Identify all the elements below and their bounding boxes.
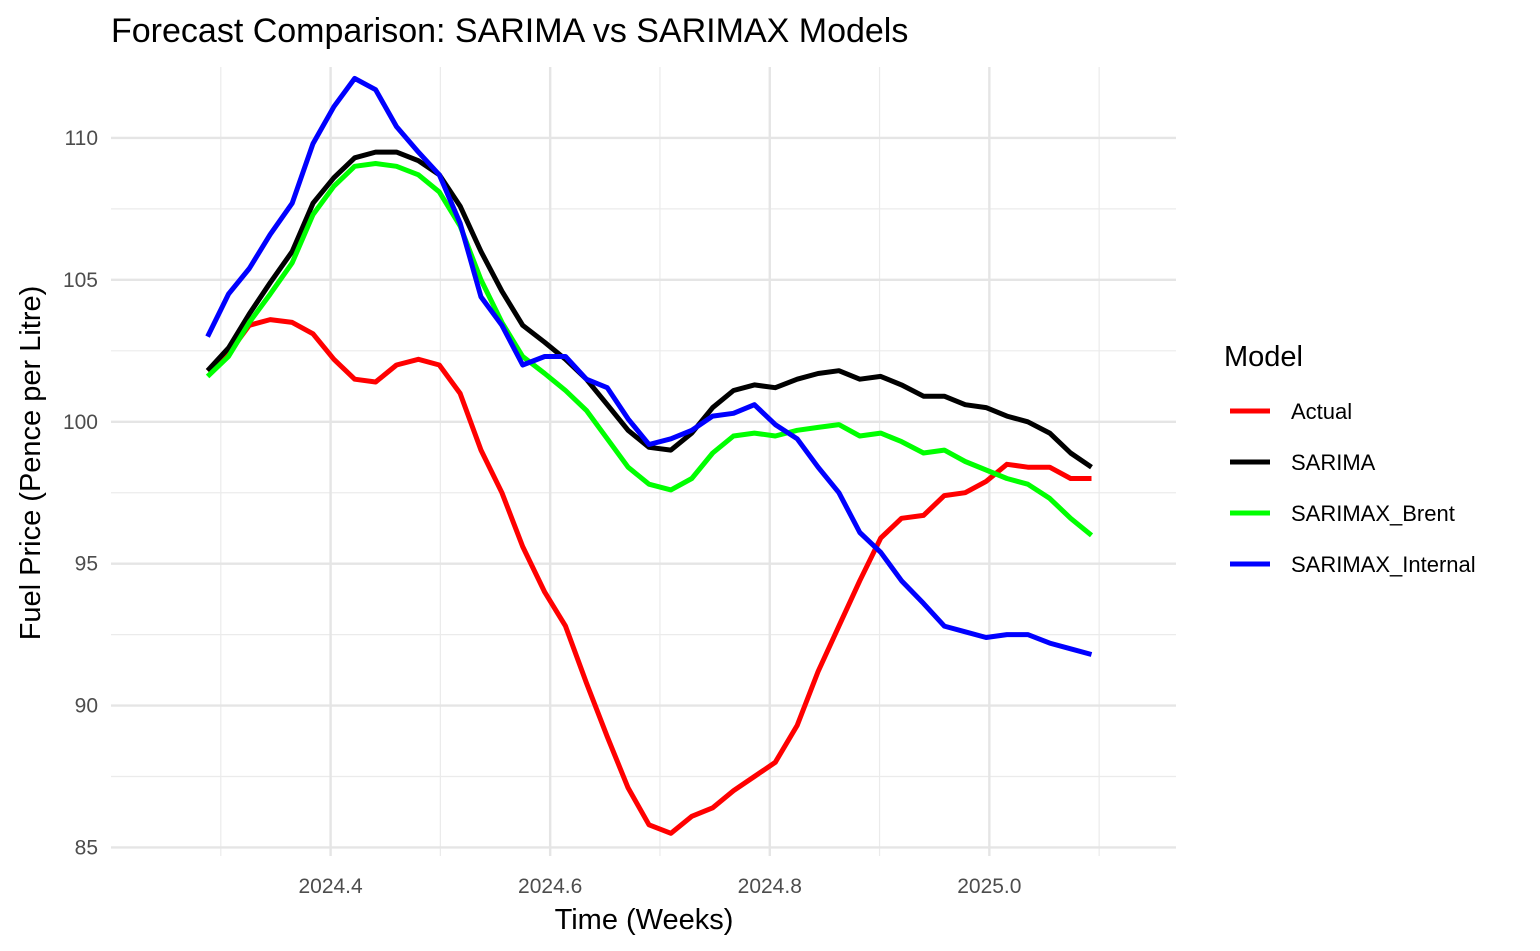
legend-label: SARIMAX_Internal — [1291, 552, 1476, 577]
series-line-sarimax-brent — [205, 161, 1094, 538]
chart-title: Forecast Comparison: SARIMA vs SARIMAX M… — [111, 12, 908, 50]
legend-items: Actual SARIMA SARIMAX_Brent SARIMAX_Interna… — [1230, 399, 1476, 577]
legend-item-actual: Actual — [1230, 399, 1352, 424]
x-tick-label: 2024.4 — [298, 875, 363, 898]
y-tick-label: 90 — [75, 695, 98, 718]
y-tick-label: 95 — [75, 553, 98, 576]
legend-item-sarimax-internal: SARIMAX_Internal — [1230, 552, 1476, 577]
legend-item-sarima: SARIMA — [1230, 450, 1376, 475]
y-tick-label: 105 — [63, 269, 98, 292]
x-tick-label: 2025.0 — [957, 875, 1021, 898]
legend-label: Actual — [1291, 399, 1352, 424]
legend-item-sarimax-brent: SARIMAX_Brent — [1230, 501, 1455, 526]
legend: Model Actual SARIMA SARIMAX_Brent SARIMAX_I… — [1224, 341, 1476, 577]
y-axis-ticks: 85 90 95 100 105 110 — [63, 127, 98, 860]
legend-label: SARIMAX_Brent — [1291, 501, 1455, 526]
series-line-actual — [206, 317, 1092, 836]
legend-label: SARIMA — [1291, 450, 1376, 475]
series-line-sarima — [205, 149, 1093, 470]
y-tick-label: 85 — [75, 836, 98, 859]
y-tick-label: 100 — [63, 411, 98, 434]
series-line-sarimax-internal — [205, 75, 1093, 657]
x-axis-ticks: 2024.4 2024.6 2024.8 2025.0 — [298, 875, 1021, 898]
x-tick-label: 2024.6 — [518, 875, 582, 898]
y-tick-label: 110 — [65, 127, 98, 150]
series-lines — [205, 75, 1094, 836]
legend-title: Model — [1224, 341, 1303, 373]
grid-lines — [111, 67, 1176, 856]
x-axis-label: Time (Weeks) — [555, 904, 734, 936]
x-tick-label: 2024.8 — [738, 875, 802, 898]
y-axis-label: Fuel Price (Pence per Litre) — [15, 286, 47, 641]
